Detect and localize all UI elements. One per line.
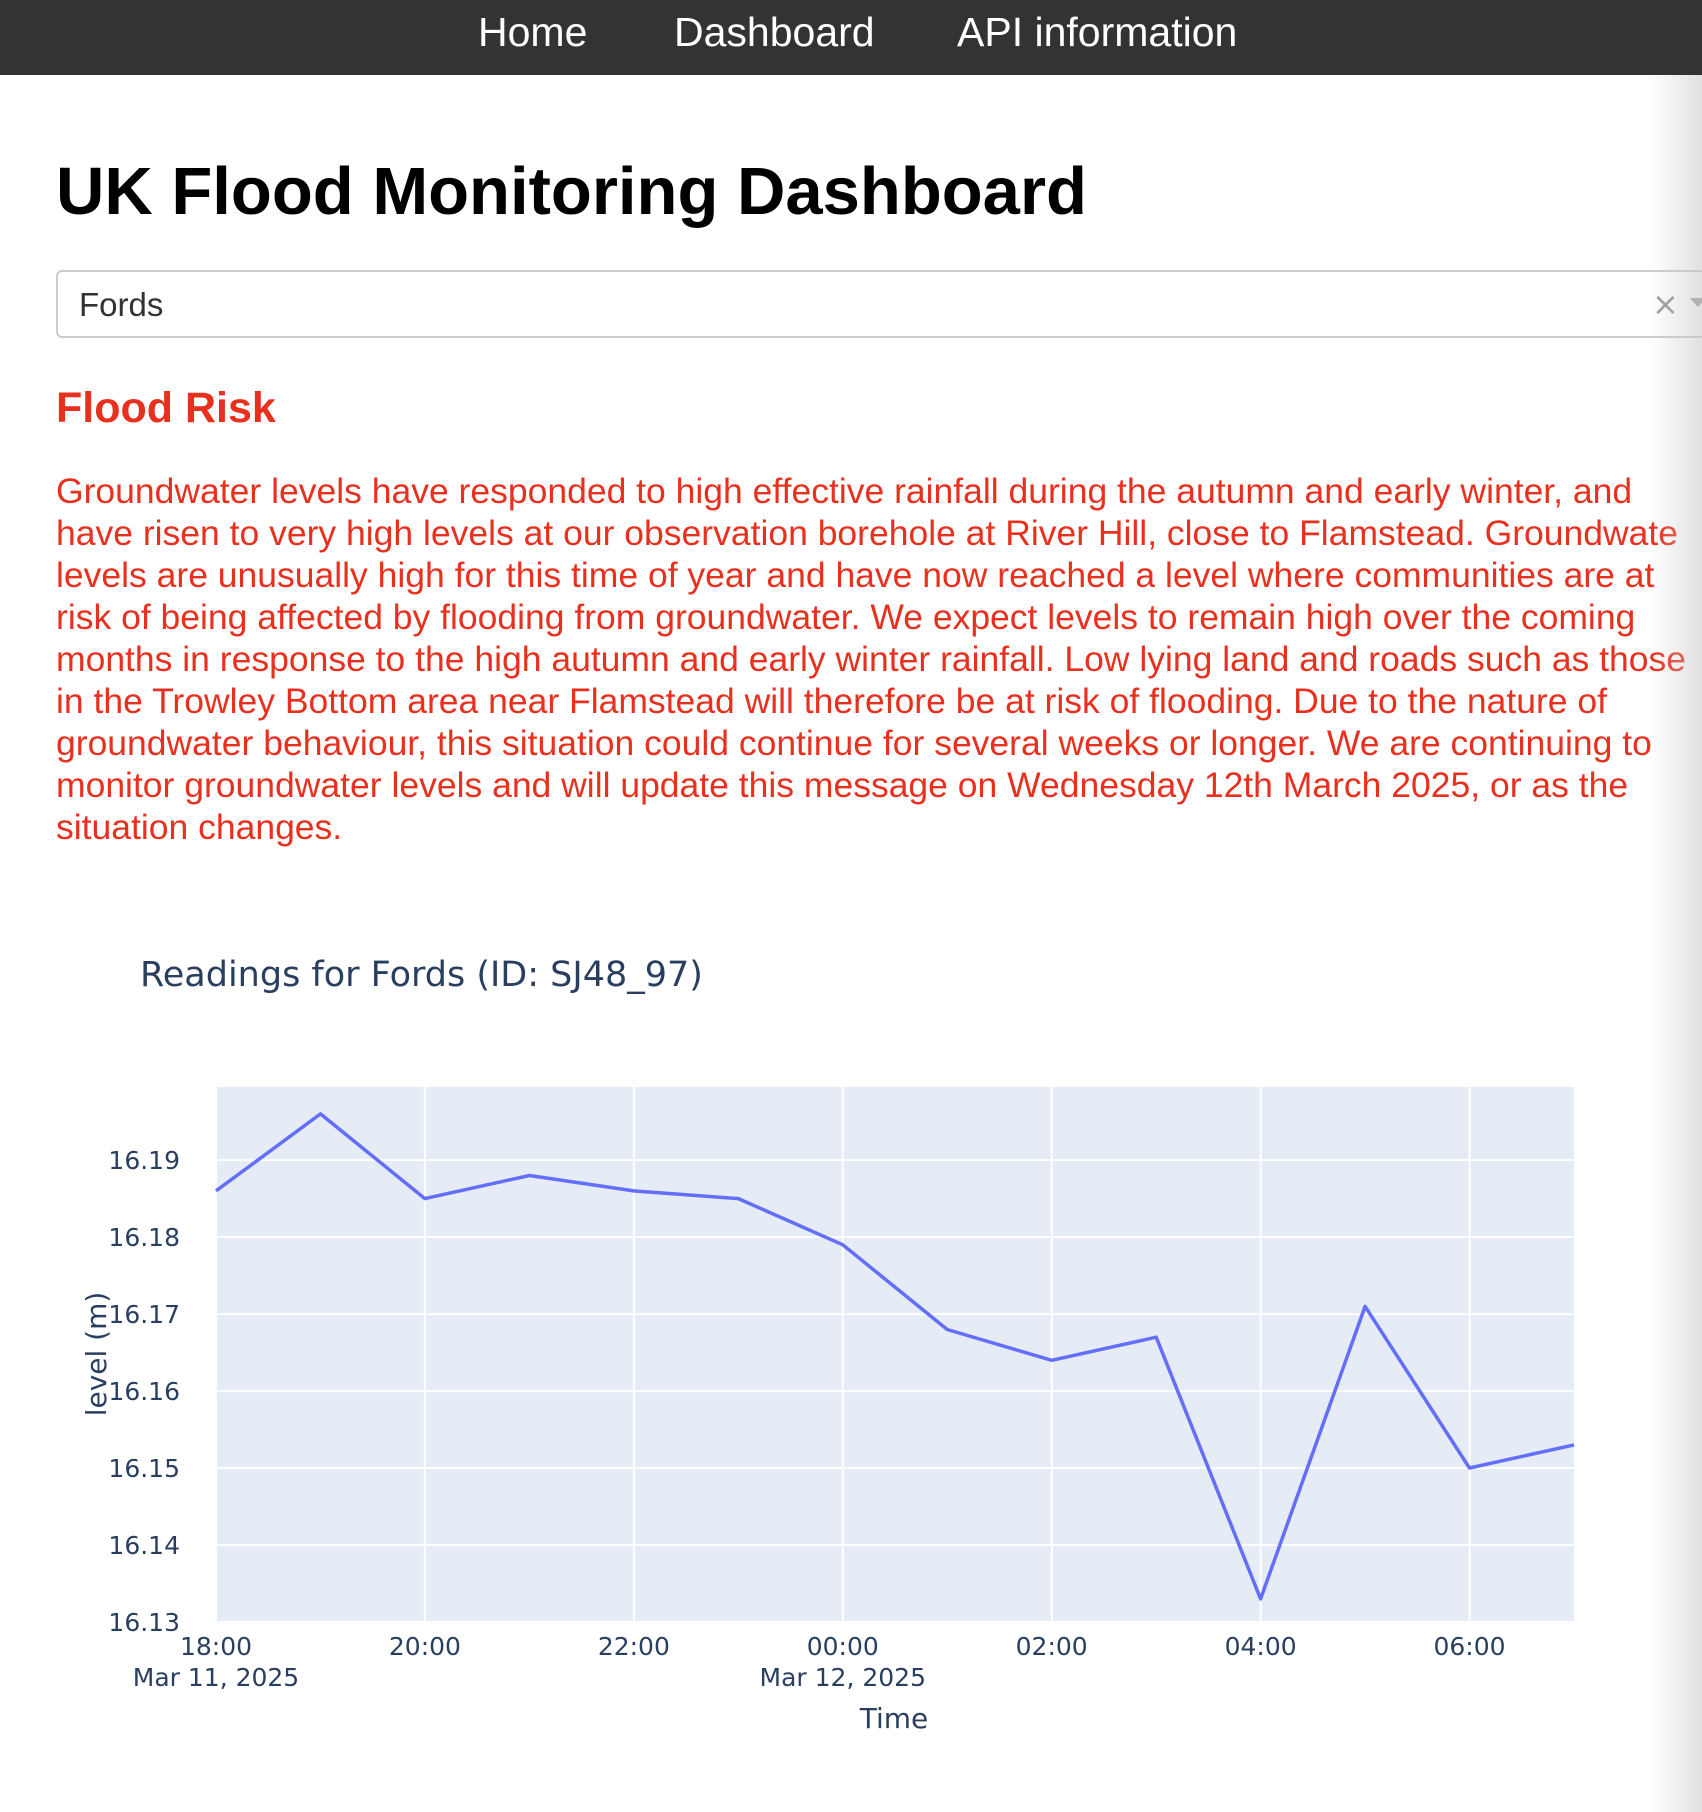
nav-link-api-information[interactable]: API information (957, 9, 1238, 55)
chevron-down-icon[interactable] (1690, 298, 1702, 307)
x-axis-label: Time (859, 1702, 929, 1735)
chart-title: Readings for Fords (ID: SJ48_97) (140, 955, 703, 995)
x-tick-label: 04:00 (1225, 1632, 1297, 1661)
flood-risk-message-line: in the Trowley Bottom area near Flamstea… (56, 681, 1607, 721)
flood-risk-message-line: months in response to the high autumn an… (56, 639, 1687, 679)
flood-risk-heading: Flood Risk (56, 384, 276, 432)
nav-link-home[interactable]: Home (478, 9, 588, 55)
nav-link-dashboard[interactable]: Dashboard (674, 9, 875, 55)
flood-risk-message-line: risk of being affected by flooding from … (56, 597, 1636, 637)
gridlines (215, 1087, 1574, 1623)
flood-risk-message-line: situation changes. (56, 807, 343, 847)
y-tick-label: 16.18 (108, 1223, 180, 1252)
x-tick-date-label: Mar 11, 2025 (133, 1663, 299, 1692)
station-select[interactable]: Fords × (56, 270, 1702, 338)
flood-risk-message-line: have risen to very high levels at our ob… (56, 513, 1678, 553)
y-tick-label: 16.16 (108, 1377, 180, 1406)
series-line-level[interactable] (214, 1112, 1575, 1601)
station-select-value: Fords (79, 286, 164, 323)
navbar: Home Dashboard API information (0, 0, 1702, 75)
readings-chart[interactable]: Readings for Fords (ID: SJ48_97) 16.1316… (0, 900, 1702, 1812)
x-tick-label: 20:00 (389, 1632, 461, 1661)
page-title: UK Flood Monitoring Dashboard (56, 154, 1087, 229)
y-tick-label: 16.15 (108, 1454, 180, 1483)
x-tick-label: 00:00 (807, 1632, 879, 1661)
x-tick-label: 02:00 (1016, 1632, 1088, 1661)
y-tick-label: 16.14 (108, 1531, 180, 1560)
y-tick-label: 16.13 (108, 1608, 180, 1637)
flood-risk-message-line: levels are unusually high for this time … (56, 555, 1655, 595)
y-tick-label: 16.19 (108, 1146, 180, 1175)
x-tick-label: 06:00 (1434, 1632, 1506, 1661)
y-axis-ticks: 16.13 16.14 16.15 16.16 16.17 16.18 16.19 (108, 1146, 180, 1637)
x-tick-label: 18:00 (180, 1632, 252, 1661)
x-tick-date-label: Mar 12, 2025 (760, 1663, 926, 1692)
flood-risk-message-line: groundwater behaviour, this situation co… (56, 723, 1652, 763)
flood-risk-message-line: Groundwater levels have responded to hig… (56, 471, 1633, 511)
flood-risk-message: Groundwater levels have responded to hig… (56, 470, 1702, 848)
flood-risk-message-line: monitor groundwater levels and will upda… (56, 765, 1629, 805)
x-tick-label: 22:00 (598, 1632, 670, 1661)
plot-area[interactable] (216, 1087, 1574, 1622)
y-axis-label: level (m) (80, 1292, 113, 1417)
clear-icon[interactable]: × (1652, 285, 1679, 323)
y-tick-label: 16.17 (108, 1300, 180, 1329)
